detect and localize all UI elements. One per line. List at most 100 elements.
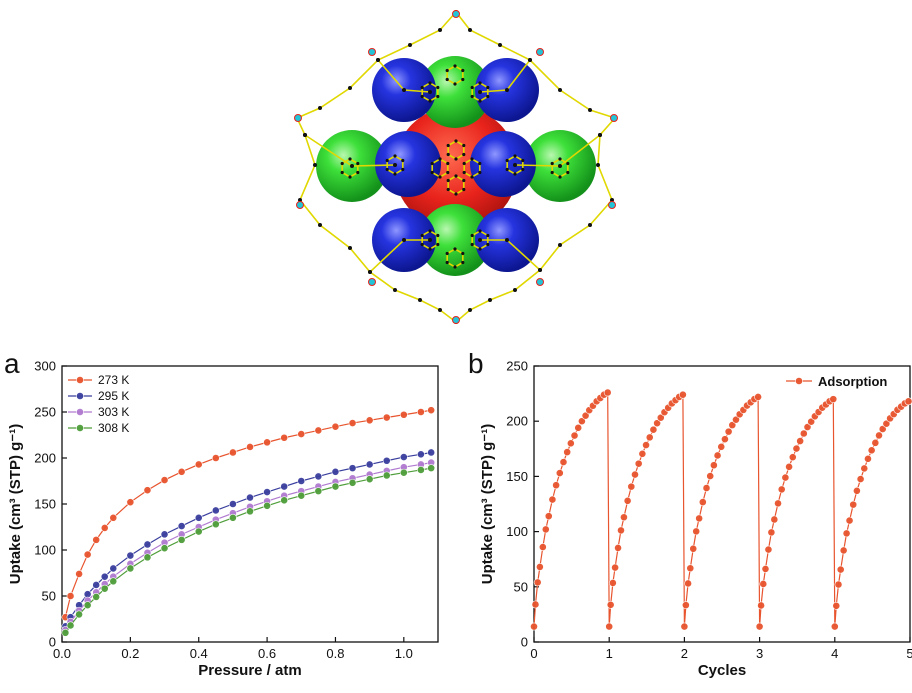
chart-b-data-point bbox=[878, 425, 887, 433]
chart-a-data-point bbox=[177, 467, 186, 476]
chart-b-data-point bbox=[728, 421, 737, 430]
chart-b-data-point bbox=[849, 500, 858, 509]
chart-b-data-point bbox=[634, 459, 643, 468]
chart-b-data-point bbox=[538, 543, 547, 551]
chart-b-data-point bbox=[606, 600, 615, 609]
chart-a-data-point bbox=[280, 482, 289, 491]
chart-b-data-point bbox=[559, 458, 568, 466]
chart-a-data-point bbox=[92, 593, 101, 601]
chart-a-legend-label: 303 K bbox=[98, 405, 129, 419]
chart-b-data-point bbox=[706, 472, 715, 480]
chart-a-data-point bbox=[109, 577, 118, 586]
panel-a-letter: a bbox=[4, 348, 20, 379]
chart-a-data-point bbox=[417, 450, 425, 459]
chart-a-data-point bbox=[143, 553, 152, 562]
chart-a-data-point bbox=[75, 570, 83, 578]
chart-b-y-tick-label: 200 bbox=[506, 414, 528, 429]
chart-b-data-point bbox=[755, 622, 764, 631]
chart-b-data-point bbox=[695, 514, 704, 523]
chart-b-data-point bbox=[724, 427, 733, 436]
chart-a-x-axis-label: Pressure / atm bbox=[198, 662, 301, 679]
chart-a-data-point bbox=[126, 498, 135, 507]
chart-b-data-point bbox=[581, 411, 590, 420]
chart-b-data-point bbox=[611, 563, 619, 572]
chart-a-y-tick-label: 250 bbox=[34, 405, 56, 420]
chart-b-data-point bbox=[717, 442, 726, 451]
chart-b-data-point bbox=[860, 464, 869, 473]
chart-b-x-tick-label: 3 bbox=[756, 646, 763, 661]
chart-a-data-point bbox=[399, 453, 408, 461]
chart-a-data-point bbox=[427, 406, 436, 415]
chart-a-data-point bbox=[83, 601, 92, 610]
chart-b-data-point bbox=[709, 461, 718, 470]
chart-b-data-point bbox=[788, 453, 797, 462]
chart-a-y-tick-label: 50 bbox=[42, 589, 56, 604]
chart-b-x-tick-label: 0 bbox=[530, 646, 537, 661]
chart-a-data-point bbox=[109, 564, 118, 573]
chart-b-x-tick-label: 5 bbox=[906, 646, 912, 661]
chart-a-legend-label: 308 K bbox=[98, 421, 129, 435]
chart-a-data-point bbox=[92, 535, 101, 544]
chart-b-data-point bbox=[686, 564, 695, 573]
chart-a-data-point bbox=[83, 550, 92, 559]
chart-a-data-point bbox=[314, 472, 323, 481]
chart-b-legend-label: Adsorption bbox=[818, 374, 887, 389]
chart-b-data-point bbox=[533, 578, 542, 587]
panel-b-letter: b bbox=[468, 348, 484, 379]
chart-a-data-point bbox=[427, 448, 436, 457]
chart-a-data-point bbox=[246, 493, 254, 502]
chart-b-series-line bbox=[533, 391, 909, 627]
chart-b-data-point bbox=[689, 544, 698, 553]
chart-b-data-point bbox=[530, 622, 538, 631]
chart-b-data-point bbox=[698, 498, 707, 507]
chart-b-data-point bbox=[681, 601, 690, 610]
chart-a-data-point bbox=[66, 592, 75, 600]
chart-a-legend-marker bbox=[76, 392, 84, 400]
chart-b-data-point bbox=[692, 527, 701, 536]
chart-b-data-point bbox=[785, 462, 793, 471]
chart-b-data-point bbox=[803, 423, 812, 431]
chart-b-x-axis-label: Cycles bbox=[698, 662, 746, 679]
chart-b-data-point bbox=[856, 475, 865, 483]
chart-b-data-point bbox=[871, 438, 880, 447]
chart-b-data-point bbox=[759, 580, 768, 588]
chart-b-data-point bbox=[834, 580, 843, 589]
chart-a-data-point bbox=[160, 544, 169, 553]
chart-a-legend-marker bbox=[76, 376, 84, 384]
chart-a-data-point bbox=[75, 610, 83, 619]
chart-b-data-point bbox=[757, 601, 765, 610]
chart-a-data-point bbox=[246, 507, 254, 516]
mof-structure-illustration bbox=[294, 10, 618, 324]
chart-b-data-point bbox=[799, 429, 808, 438]
chart-a-data-point bbox=[194, 527, 203, 536]
chart-a-data-point bbox=[297, 477, 306, 485]
chart-a-x-tick-label: 1.0 bbox=[395, 646, 413, 661]
chart-a-data-point bbox=[297, 491, 306, 500]
chart-a-data-point bbox=[417, 408, 425, 416]
chart-b-data-point bbox=[638, 449, 647, 458]
chart-a-data-point bbox=[66, 621, 75, 630]
chart-b-data-point bbox=[608, 579, 617, 587]
chart-b-data-point bbox=[904, 397, 912, 406]
chart-a-y-tick-label: 300 bbox=[34, 359, 56, 374]
chart-a-data-point bbox=[160, 476, 169, 484]
chart-b-data-point bbox=[614, 543, 622, 552]
chart-b-data-point bbox=[574, 423, 583, 432]
chart-b-data-point bbox=[617, 526, 625, 535]
chart-b-data-point bbox=[829, 395, 838, 404]
chart-b-data-point bbox=[853, 486, 861, 495]
chart-a-y-axis-label: Uptake (cm³ (STP) g⁻¹) bbox=[7, 424, 24, 584]
chart-a-legend-marker bbox=[76, 408, 84, 416]
chart-b-data-point bbox=[541, 525, 550, 534]
chart-b-data-point bbox=[684, 579, 692, 588]
chart-a-data-point bbox=[160, 530, 169, 539]
chart-b-data-point bbox=[603, 388, 612, 397]
chart-b-x-tick-label: 1 bbox=[606, 646, 613, 661]
chart-b-data-point bbox=[656, 413, 665, 422]
chart-a-y-tick-label: 200 bbox=[34, 451, 56, 466]
chart-b-data-point bbox=[781, 473, 790, 482]
chart-a-data-point bbox=[126, 564, 135, 573]
chart-a-data-point bbox=[382, 456, 391, 465]
chart-a-legend-marker bbox=[76, 424, 84, 432]
chart-a-data-point bbox=[427, 464, 436, 473]
